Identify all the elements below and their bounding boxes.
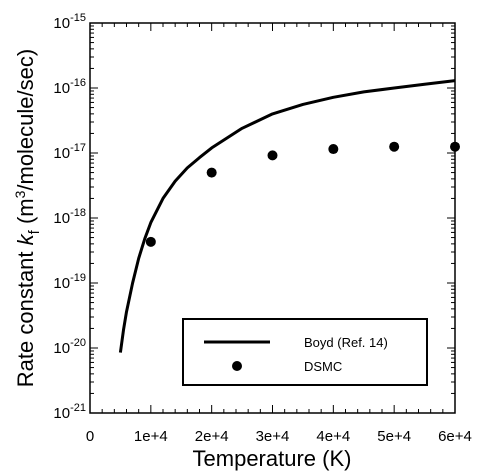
y-tick-label-exponent: -17 — [70, 142, 86, 154]
y-tick-label: 10-21 — [53, 402, 86, 422]
y-axis-title-part: (m — [13, 198, 38, 230]
legend-label-dsmc: DSMC — [304, 359, 342, 374]
y-tick-label-exponent: -18 — [70, 207, 86, 219]
y-axis-title-part: 3 — [12, 190, 28, 198]
y-tick-label-exponent: -21 — [70, 402, 86, 414]
y-tick-label-exponent: -16 — [70, 77, 86, 89]
y-tick-label-base: 10 — [53, 80, 70, 97]
y-axis-title: Rate constant kf (m3/molecule/sec) — [12, 49, 43, 387]
x-axis-title: Temperature (K) — [193, 446, 352, 471]
y-tick-label: 10-19 — [53, 272, 86, 292]
y-tick-label-exponent: -15 — [70, 12, 86, 24]
y-tick-label: 10-16 — [53, 77, 86, 97]
y-tick-label-exponent: -19 — [70, 272, 86, 284]
x-tick-label: 6e+4 — [438, 428, 472, 445]
y-tick-label-exponent: -20 — [70, 337, 86, 349]
x-tick-label: 2e+4 — [195, 428, 229, 445]
data-point-dsmc — [145, 236, 156, 247]
y-tick-label: 10-18 — [53, 207, 86, 227]
y-tick-label: 10-20 — [53, 337, 86, 357]
data-point-dsmc — [328, 144, 339, 155]
y-tick-label-base: 10 — [53, 15, 70, 32]
y-axis-title-part: Rate constant — [13, 245, 38, 387]
y-tick-label-base: 10 — [53, 145, 70, 162]
x-tick-label: 1e+4 — [134, 428, 168, 445]
data-point-dsmc — [389, 141, 400, 152]
legend-label-boyd: Boyd (Ref. 14) — [304, 335, 388, 350]
data-point-dsmc — [267, 150, 278, 161]
x-tick-labels: 0 1e+4 2e+4 3e+4 4e+4 5e+4 6e+4 — [86, 428, 472, 445]
x-tick-label: 0 — [86, 428, 94, 445]
y-axis-title-part: f — [26, 229, 43, 234]
series-layer — [118, 79, 460, 353]
y-tick-label: 10-15 — [53, 12, 86, 32]
y-axis-title-part: /molecule/sec) — [13, 49, 38, 191]
axis-ticks — [89, 22, 456, 414]
x-tick-label: 4e+4 — [316, 428, 350, 445]
y-tick-label-base: 10 — [53, 275, 70, 292]
x-tick-label: 3e+4 — [256, 428, 290, 445]
legend-box — [182, 318, 428, 386]
legend: Boyd (Ref. 14) DSMC — [182, 318, 428, 386]
legend-marker-swatch — [232, 361, 242, 371]
y-axis-title-part: k — [13, 233, 38, 245]
y-tick-label-base: 10 — [53, 340, 70, 357]
y-tick-label: 10-17 — [53, 142, 86, 162]
y-tick-label-base: 10 — [53, 405, 70, 422]
data-point-dsmc — [206, 167, 217, 178]
x-tick-label: 5e+4 — [377, 428, 411, 445]
series-line-boyd — [118, 79, 456, 353]
data-point-dsmc — [450, 141, 460, 152]
y-tick-label-base: 10 — [53, 210, 70, 227]
